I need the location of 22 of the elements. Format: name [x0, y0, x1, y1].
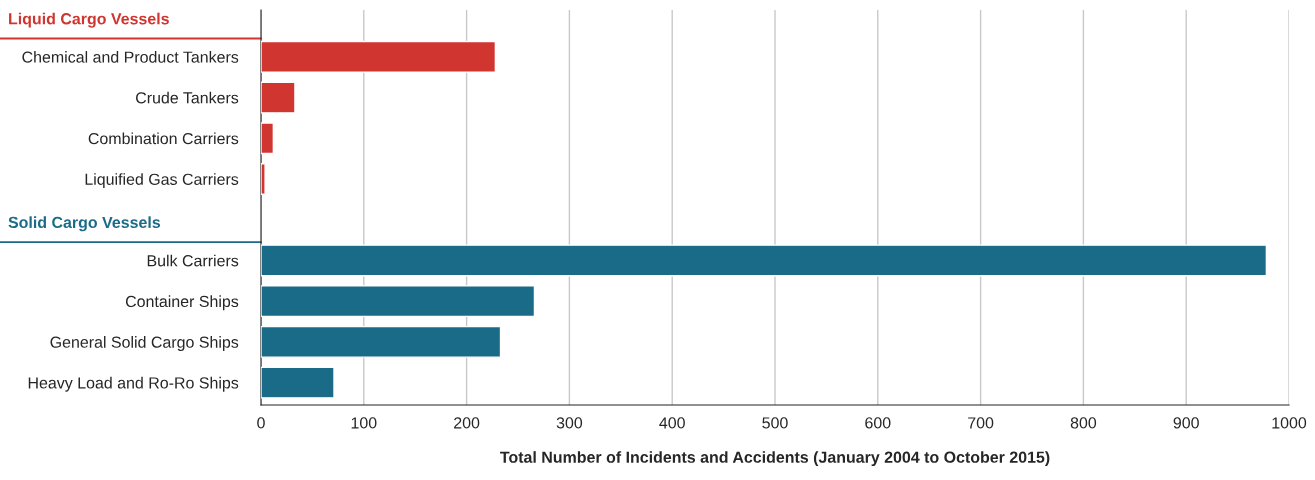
- y-tick-label: Container Ships: [125, 295, 239, 311]
- x-tick-label: 200: [454, 417, 480, 429]
- y-tick-label: Combination Carriers: [88, 132, 239, 145]
- x-tick-label: 600: [865, 417, 891, 429]
- text: Solid Cargo Vessels: [8, 216, 161, 232]
- x-tick-label: 800: [1070, 417, 1097, 429]
- y-tick-label: General Solid Cargo Ships: [50, 336, 239, 351]
- y-tick-label: Chemical and Product Tankers: [22, 51, 239, 63]
- x-axis-title: Total Number of Incidents and Accidents (January 2004 to October 2015): [500, 451, 1050, 467]
- x-tick-label: 700: [968, 417, 994, 429]
- x-tick-label: 1000: [1272, 417, 1307, 429]
- y-tick-label: Heavy Load and Ro-Ro Ships: [28, 376, 239, 392]
- y-tick-label: Bulk Carriers: [147, 254, 239, 267]
- text: Liquid Cargo Vessels: [9, 12, 169, 28]
- x-tick-label: 900: [1173, 417, 1199, 429]
- x-tick-label: 300: [556, 417, 583, 429]
- x-tick-label: 100: [351, 417, 377, 429]
- y-tick-label: Liquified Gas Carriers: [85, 173, 239, 189]
- x-tick-label: 400: [659, 417, 685, 429]
- y-tick-label: Crude Tankers: [136, 91, 239, 104]
- x-tick-label: 0: [257, 417, 265, 429]
- x-tick-label: 500: [762, 417, 788, 429]
